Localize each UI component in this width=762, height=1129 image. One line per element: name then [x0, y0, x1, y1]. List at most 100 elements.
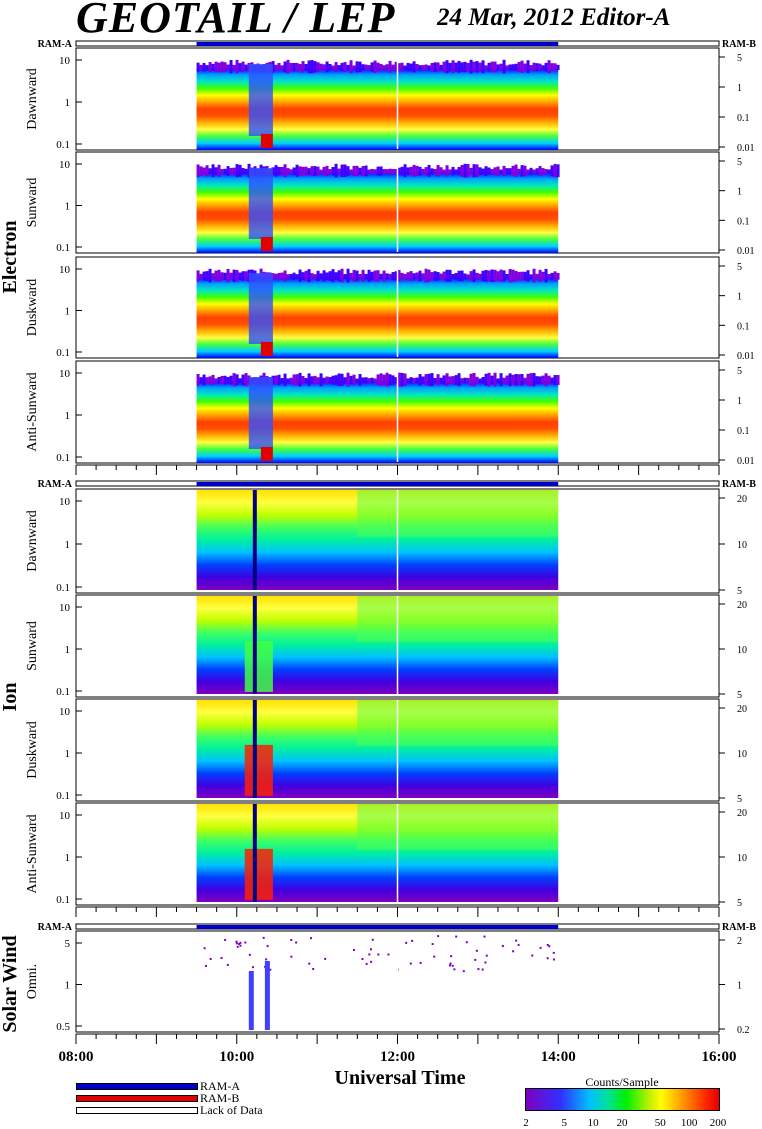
electron-noise-column [214, 270, 218, 282]
electron-noise-column [361, 377, 365, 384]
electron-noise-column [466, 164, 470, 178]
electron-noise-column [445, 373, 449, 387]
electron-noise-column [385, 169, 389, 174]
electron-noise-column [526, 169, 530, 174]
x-tick-label: 16:00 [702, 1049, 737, 1065]
date-editor-label: 24 Mar, 2012 Editor-A [437, 4, 671, 31]
electron-noise-column [418, 374, 422, 386]
ion-dropout-line [252, 490, 257, 590]
electron-noise-column [376, 374, 380, 386]
solar-wind-point [433, 955, 436, 958]
ram-a-label: RAM-A [38, 922, 73, 933]
legend-label-lack-of-data: Lack of Data [200, 1103, 263, 1117]
y-right-tick-label: 20 [737, 600, 747, 611]
x-tick-label: 10:00 [219, 1049, 254, 1065]
electron-noise-column [283, 61, 287, 73]
electron-noise-column [226, 268, 230, 283]
group-label-electron: Electron [0, 221, 21, 294]
solar-wind-point [453, 968, 456, 971]
electron-noise-column [547, 375, 551, 385]
electron-noise-column [553, 163, 557, 178]
electron-noise-column [280, 65, 284, 70]
electron-noise-column [514, 373, 518, 386]
y-right-tick-label: 10 [737, 540, 747, 551]
electron-noise-column [202, 62, 206, 72]
electron-noise-column [544, 169, 548, 174]
electron-noise-column [358, 167, 362, 175]
electron-noise-column [298, 64, 302, 71]
electron-noise-column [286, 274, 290, 279]
colorbar-tick-label: 2 [523, 1117, 529, 1129]
electron-noise-column [304, 270, 308, 282]
electron-noise-column [211, 63, 215, 71]
electron-noise-column [241, 167, 245, 175]
colorbar [525, 1088, 720, 1111]
electron-noise-column [241, 61, 245, 73]
electron-noise-column [556, 375, 560, 385]
electron-noise-column [403, 373, 407, 386]
y-right-tick-label: 0.01 [737, 456, 755, 467]
electron-noise-column [499, 269, 503, 282]
y-tick-label: 0.1 [56, 582, 70, 594]
electron-noise-column [388, 60, 392, 73]
electron-noise-column [352, 165, 356, 177]
electron-noise-column [217, 269, 221, 282]
colorbar-title: Counts/Sample [585, 1075, 659, 1089]
ion-dropout-line [252, 804, 257, 902]
electron-noise-column [343, 377, 347, 384]
electron-noise-column [463, 163, 467, 178]
solar-wind-point [370, 960, 373, 963]
electron-noise-column [523, 271, 527, 281]
electron-noise-column [415, 63, 419, 71]
electron-noise-column [433, 271, 437, 281]
electron-noise-column [337, 168, 341, 175]
electron-noise-column [349, 375, 353, 385]
electron-noise-column [202, 167, 206, 175]
electron-noise-column [451, 166, 455, 176]
y-tick-label: 0.1 [56, 139, 70, 151]
electron-noise-column [370, 62, 374, 72]
electron-noise-column [370, 271, 374, 281]
electron-noise-column [421, 376, 425, 385]
electron-noise-column [535, 376, 539, 385]
electron-noise-column [448, 269, 452, 282]
electron-noise-column [469, 59, 473, 74]
electron-noise-column [289, 377, 293, 384]
y-tick-label: 10 [59, 55, 71, 67]
y-right-tick-label: 5 [737, 262, 742, 273]
electron-noise-column [532, 268, 536, 283]
electron-noise-column [541, 271, 545, 281]
electron-noise-column [394, 377, 398, 384]
electron-noise-column [517, 62, 521, 72]
panel-label: Anti-Sunward [25, 372, 40, 451]
electron-noise-column [409, 377, 413, 384]
electron-noise-column [283, 270, 287, 282]
y-right-tick-label: 1 [737, 981, 742, 992]
electron-noise-column [463, 377, 467, 384]
electron-noise-column [439, 377, 443, 384]
electron-noise-column [214, 167, 218, 176]
electron-noise-column [478, 273, 482, 280]
electron-noise-column [322, 64, 326, 71]
electron-noise-column [376, 62, 380, 72]
solar-wind-point [485, 954, 488, 957]
electron-noise-column [196, 270, 200, 282]
panel-label: Sunward [25, 621, 40, 671]
electron-noise-column [421, 273, 425, 280]
electron-dropout [248, 168, 273, 239]
electron-noise-column [202, 374, 206, 386]
electron-noise-column [367, 169, 371, 174]
electron-noise-column [331, 167, 335, 176]
electron-noise-column [304, 377, 308, 384]
electron-noise-column [379, 166, 383, 176]
electron-noise-column [310, 273, 314, 280]
electron-noise-column [427, 373, 431, 386]
solar-wind-point [308, 962, 311, 965]
solar-wind-point [238, 942, 241, 945]
electron-noise-column [514, 270, 518, 282]
electron-noise-column [409, 63, 413, 71]
electron-noise-column [241, 374, 245, 386]
electron-noise-column [313, 166, 317, 176]
electron-noise-column [229, 272, 233, 280]
electron-noise-column [439, 273, 443, 280]
